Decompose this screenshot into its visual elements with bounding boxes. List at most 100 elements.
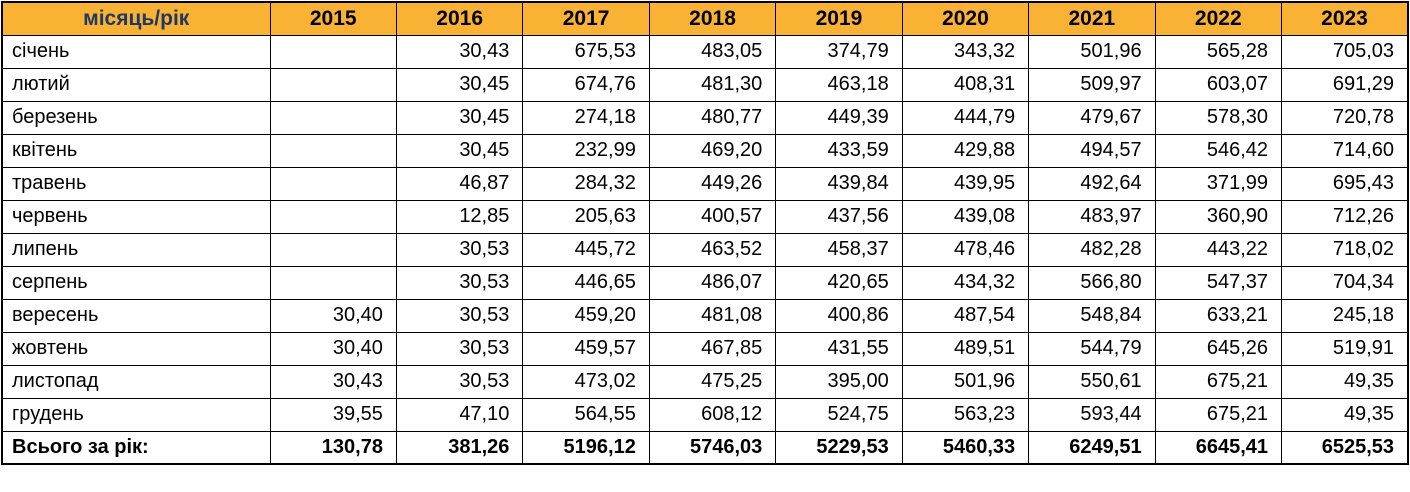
value-cell: 478,46 — [901, 232, 1030, 267]
value-cell: 718,02 — [1281, 232, 1409, 267]
year-column-header: 2022 — [1154, 1, 1283, 36]
value-cell: 446,65 — [522, 265, 650, 300]
value-cell: 608,12 — [648, 397, 777, 432]
value-cell: 400,57 — [648, 199, 777, 234]
value-cell: 548,84 — [1028, 298, 1156, 333]
value-cell: 480,77 — [648, 100, 777, 135]
value-cell: 675,21 — [1154, 397, 1283, 432]
value-cell: 5229,53 — [775, 430, 903, 465]
value-cell: 39,55 — [269, 397, 397, 432]
value-cell: 245,18 — [1281, 298, 1409, 333]
value-cell: 439,95 — [901, 166, 1030, 201]
value-cell — [269, 265, 397, 300]
month-label-cell: травень — [1, 166, 271, 201]
value-cell: 371,99 — [1154, 166, 1283, 201]
year-column-header: 2019 — [775, 1, 903, 36]
value-cell: 431,55 — [775, 331, 903, 366]
value-cell: 720,78 — [1281, 100, 1409, 135]
value-cell: 5460,33 — [901, 430, 1030, 465]
value-cell: 645,26 — [1154, 331, 1283, 366]
month-label-cell: липень — [1, 232, 271, 267]
value-cell: 501,96 — [901, 364, 1030, 399]
value-cell: 489,51 — [901, 331, 1030, 366]
month-label-cell: червень — [1, 199, 271, 234]
value-cell: 205,63 — [522, 199, 650, 234]
value-cell: 395,00 — [775, 364, 903, 399]
value-cell: 565,28 — [1154, 34, 1283, 69]
value-cell: 481,30 — [648, 67, 777, 102]
value-cell: 46,87 — [395, 166, 524, 201]
value-cell: 434,32 — [901, 265, 1030, 300]
value-cell: 483,97 — [1028, 199, 1156, 234]
table-row: червень 12,85 205,63 400,57 437,56 439,08 483,… — [1, 199, 1409, 234]
value-cell: 343,32 — [901, 34, 1030, 69]
table-row: жовтень 30,40 30,53 459,57 467,85 431,55 489,5… — [1, 331, 1409, 366]
value-cell: 49,35 — [1281, 364, 1409, 399]
value-cell: 284,32 — [522, 166, 650, 201]
value-cell: 437,56 — [775, 199, 903, 234]
value-cell: 469,20 — [648, 133, 777, 168]
value-cell: 547,37 — [1154, 265, 1283, 300]
value-cell: 30,53 — [395, 364, 524, 399]
value-cell: 30,53 — [395, 265, 524, 300]
value-cell — [269, 199, 397, 234]
value-cell: 232,99 — [522, 133, 650, 168]
table-row: вересень 30,40 30,53 459,20 481,08 400,86 487,… — [1, 298, 1409, 333]
year-column-header: 2015 — [269, 1, 397, 36]
value-cell: 429,88 — [901, 133, 1030, 168]
value-cell: 274,18 — [522, 100, 650, 135]
value-cell: 381,26 — [395, 430, 524, 465]
value-cell: 674,76 — [522, 67, 650, 102]
value-cell: 49,35 — [1281, 397, 1409, 432]
value-cell — [269, 100, 397, 135]
value-cell: 12,85 — [395, 199, 524, 234]
table-row: серпень 30,53 446,65 486,07 420,65 434,32 566,… — [1, 265, 1409, 300]
value-cell: 550,61 — [1028, 364, 1156, 399]
month-label-cell: січень — [1, 34, 271, 69]
value-cell: 712,26 — [1281, 199, 1409, 234]
value-cell: 30,43 — [269, 364, 397, 399]
value-cell: 30,45 — [395, 100, 524, 135]
value-cell: 400,86 — [775, 298, 903, 333]
value-cell: 467,85 — [648, 331, 777, 366]
value-cell: 420,65 — [775, 265, 903, 300]
value-cell: 705,03 — [1281, 34, 1409, 69]
value-cell: 482,28 — [1028, 232, 1156, 267]
monthly-values-table: місяць/рік 2015 2016 2017 2018 2019 2020 2021 20… — [1, 1, 1409, 465]
value-cell: 473,02 — [522, 364, 650, 399]
value-cell: 544,79 — [1028, 331, 1156, 366]
value-cell: 459,20 — [522, 298, 650, 333]
value-cell: 443,22 — [1154, 232, 1283, 267]
value-cell: 546,42 — [1154, 133, 1283, 168]
value-cell: 487,54 — [901, 298, 1030, 333]
value-cell: 483,05 — [648, 34, 777, 69]
value-cell: 444,79 — [901, 100, 1030, 135]
month-label-cell: квітень — [1, 133, 271, 168]
value-cell: 6249,51 — [1028, 430, 1156, 465]
value-cell: 593,44 — [1028, 397, 1156, 432]
month-label-cell: грудень — [1, 397, 271, 432]
value-cell: 566,80 — [1028, 265, 1156, 300]
value-cell: 360,90 — [1154, 199, 1283, 234]
table-header-row: місяць/рік 2015 2016 2017 2018 2019 2020 2021 20… — [1, 1, 1409, 36]
value-cell — [269, 133, 397, 168]
value-cell: 5746,03 — [648, 430, 777, 465]
year-column-header: 2018 — [648, 1, 777, 36]
value-cell: 501,96 — [1028, 34, 1156, 69]
value-cell: 374,79 — [775, 34, 903, 69]
value-cell: 439,08 — [901, 199, 1030, 234]
month-label-cell: серпень — [1, 265, 271, 300]
value-cell: 30,53 — [395, 298, 524, 333]
month-label-cell: вересень — [1, 298, 271, 333]
value-cell: 433,59 — [775, 133, 903, 168]
value-cell: 563,23 — [901, 397, 1030, 432]
value-cell: 486,07 — [648, 265, 777, 300]
value-cell: 30,40 — [269, 331, 397, 366]
year-column-header: 2023 — [1281, 1, 1409, 36]
value-cell: 564,55 — [522, 397, 650, 432]
value-cell: 492,64 — [1028, 166, 1156, 201]
value-cell — [269, 67, 397, 102]
value-cell — [269, 232, 397, 267]
year-column-header: 2016 — [395, 1, 524, 36]
value-cell: 30,40 — [269, 298, 397, 333]
